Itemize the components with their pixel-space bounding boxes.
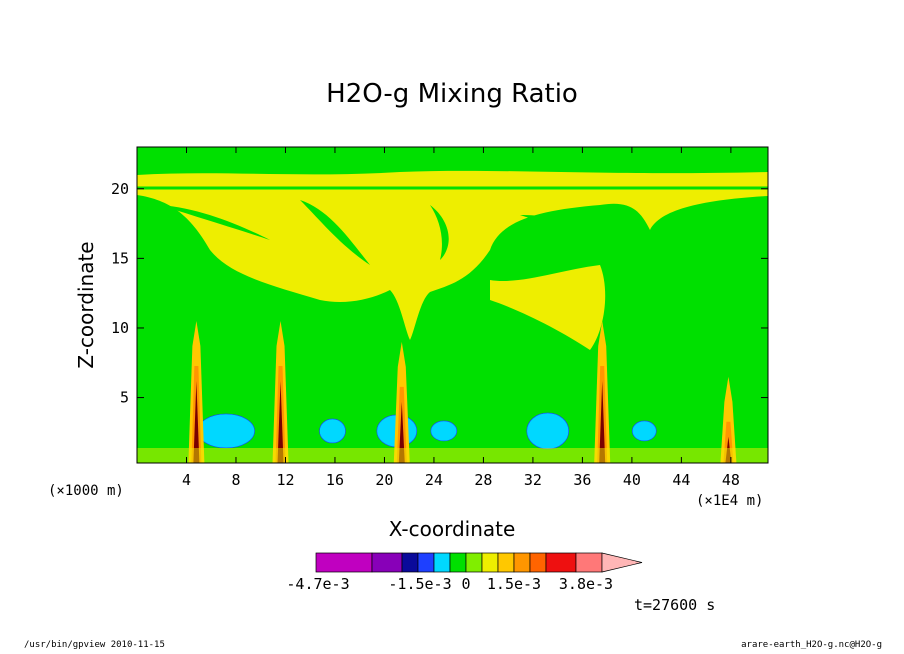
column-1-core xyxy=(277,381,284,463)
upper-band-green xyxy=(137,147,768,158)
near-surface-yellow xyxy=(137,448,768,463)
x-tick-label-3: 16 xyxy=(326,471,344,489)
footer-right: arare-earth_H2O-g.nc@H2O-g xyxy=(741,640,882,650)
plot-area xyxy=(137,147,768,463)
column-2-core xyxy=(398,401,405,463)
y-tick-label-2: 15 xyxy=(111,249,129,267)
column-0-core xyxy=(193,381,200,463)
colorbar: -4.7e-3 -1.5e-3 0 1.5e-3 3.8e-3 xyxy=(286,552,643,593)
colorbar-swatch-11 xyxy=(545,552,577,573)
x-tick-label-11: 48 xyxy=(722,471,740,489)
colorbar-swatch-5 xyxy=(449,552,467,573)
x-tick-label-4: 20 xyxy=(375,471,393,489)
x-tick-label-10: 44 xyxy=(672,471,690,489)
x-tick-label-1: 8 xyxy=(231,471,240,489)
column-3-core xyxy=(599,381,606,463)
moist-blob-0 xyxy=(197,413,255,449)
x-axis-label: X-coordinate xyxy=(389,517,516,541)
colorbar-label-3: 1.5e-3 xyxy=(487,575,541,593)
colorbar-swatch-8 xyxy=(497,552,515,573)
colorbar-swatch-0 xyxy=(315,552,373,573)
x-tick-label-0: 4 xyxy=(182,471,191,489)
y-tick-label-3: 20 xyxy=(111,180,129,198)
colorbar-swatch-4 xyxy=(433,552,451,573)
colorbar-swatch-10 xyxy=(529,552,547,573)
x-tick-label-8: 36 xyxy=(573,471,591,489)
x-axis: 4 8 12 16 20 24 28 32 36 40 44 48 xyxy=(182,147,740,489)
x-tick-label-6: 28 xyxy=(474,471,492,489)
colorbar-label-1: -1.5e-3 xyxy=(388,575,451,593)
colorbar-label-4: 3.8e-3 xyxy=(559,575,613,593)
plot-frame xyxy=(136,146,769,464)
moist-blob-3 xyxy=(430,420,458,442)
footer-left: /usr/bin/gpview 2010-11-15 xyxy=(24,640,165,650)
moist-blob-4 xyxy=(526,412,570,450)
anvil-region xyxy=(137,190,768,340)
colorbar-swatch-12 xyxy=(575,552,603,573)
colorbar-label-0: -4.7e-3 xyxy=(286,575,349,593)
colorbar-extend-arrow xyxy=(601,552,643,573)
colorbar-swatch-2 xyxy=(401,552,419,573)
colorbar-swatch-9 xyxy=(513,552,531,573)
y-tick-label-0: 5 xyxy=(120,389,129,407)
y-tick-label-1: 10 xyxy=(111,319,129,337)
column-4-outer xyxy=(720,376,737,463)
anvil-green-holes xyxy=(160,200,610,265)
chart-title: H2O-g Mixing Ratio xyxy=(326,79,578,109)
x-tick-label-7: 32 xyxy=(524,471,542,489)
y-axis-label: Z-coordinate xyxy=(74,241,98,368)
y-axis: 5 10 15 20 xyxy=(111,180,768,407)
x-tick-label-9: 40 xyxy=(623,471,641,489)
x-tick-label-2: 12 xyxy=(276,471,294,489)
colorbar-swatch-1 xyxy=(371,552,403,573)
moist-blob-1 xyxy=(319,418,346,444)
colorbar-swatch-7 xyxy=(481,552,499,573)
colorbar-swatch-3 xyxy=(417,552,435,573)
x-units-right: (×1E4 m) xyxy=(696,493,763,509)
x-tick-label-5: 24 xyxy=(425,471,443,489)
colorbar-label-2: 0 xyxy=(461,575,470,593)
x-units-left: (×1000 m) xyxy=(48,483,124,499)
lower-right-yellow xyxy=(490,265,606,350)
moist-blob-5 xyxy=(631,420,657,442)
time-label: t=27600 s xyxy=(634,596,715,614)
upper-layer-yellow xyxy=(137,170,768,190)
colorbar-swatch-6 xyxy=(465,552,483,573)
